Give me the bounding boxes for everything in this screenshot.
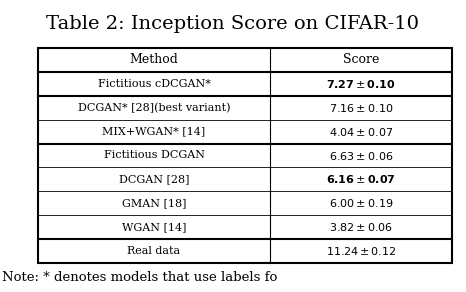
Text: Real data: Real data (127, 246, 180, 256)
Text: DCGAN* [28](best variant): DCGAN* [28](best variant) (78, 102, 230, 113)
Text: MIX+WGAN* [14]: MIX+WGAN* [14] (103, 127, 206, 137)
Text: DCGAN [28]: DCGAN [28] (119, 174, 189, 184)
Text: Fictitious DCGAN: Fictitious DCGAN (103, 150, 205, 161)
Text: Table 2: Inception Score on CIFAR-10: Table 2: Inception Score on CIFAR-10 (47, 15, 419, 33)
Text: Score: Score (343, 53, 379, 67)
Bar (38, 48, 452, 263)
Text: Note: * denotes models that use labels fo: Note: * denotes models that use labels f… (2, 271, 277, 284)
Text: $\mathbf{6.16} \pm \mathbf{0.07}$: $\mathbf{6.16} \pm \mathbf{0.07}$ (326, 173, 396, 185)
Text: Method: Method (130, 53, 178, 67)
Text: $3.82 \pm 0.06$: $3.82 \pm 0.06$ (329, 221, 393, 233)
Text: $\mathbf{7.27} \pm \mathbf{0.10}$: $\mathbf{7.27} \pm \mathbf{0.10}$ (326, 78, 396, 90)
Text: $7.16 \pm 0.10$: $7.16 \pm 0.10$ (329, 102, 393, 114)
Text: $11.24 \pm 0.12$: $11.24 \pm 0.12$ (326, 245, 396, 257)
Text: Fictitious cDCGAN*: Fictitious cDCGAN* (97, 79, 211, 89)
Text: $6.63 \pm 0.06$: $6.63 \pm 0.06$ (329, 150, 393, 161)
Text: GMAN [18]: GMAN [18] (122, 198, 186, 208)
Text: WGAN [14]: WGAN [14] (122, 222, 186, 232)
Text: $6.00 \pm 0.19$: $6.00 \pm 0.19$ (329, 197, 393, 209)
Text: $4.04 \pm 0.07$: $4.04 \pm 0.07$ (329, 126, 393, 138)
